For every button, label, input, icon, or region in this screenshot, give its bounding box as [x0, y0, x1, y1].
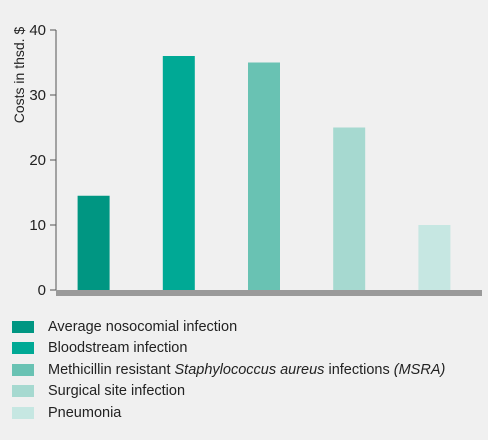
legend-swatch	[12, 342, 34, 355]
y-axis-title: Costs in thsd. $	[11, 27, 27, 124]
legend-label: Bloodstream infection	[48, 340, 188, 357]
bar-3	[248, 62, 280, 290]
bar-1	[77, 195, 110, 290]
legend-item: Bloodstream infection	[12, 338, 445, 360]
legend-swatch	[12, 320, 34, 333]
legend-item: Average nosocomial infection	[12, 316, 445, 338]
y-axis-ticks: 0 10 20 30 40	[29, 22, 56, 299]
legend-swatch	[12, 363, 34, 376]
y-tick-label: 20	[29, 152, 46, 169]
bar-chart: 0 10 20 30 40 Costs in thsd. $	[11, 22, 482, 299]
legend-item: Methicillin resistant Staphylococcus aur…	[12, 359, 445, 381]
legend-label: Surgical site infection	[48, 383, 186, 400]
bars	[77, 56, 451, 290]
y-tick-label: 10	[29, 217, 46, 234]
legend-item: Pneumonia	[12, 402, 445, 424]
bar-2	[162, 56, 195, 290]
x-axis-band	[56, 290, 482, 296]
legend-swatch	[12, 385, 34, 398]
y-tick-label: 0	[38, 282, 46, 299]
bar-5	[418, 225, 451, 290]
legend-label: Average nosocomial infection	[48, 318, 238, 335]
legend-label: Pneumonia	[48, 404, 122, 421]
y-tick-label: 40	[29, 22, 46, 39]
legend: Average nosocomial infection Bloodstream …	[12, 316, 445, 424]
y-tick-label: 30	[29, 87, 46, 104]
legend-item: Surgical site infection	[12, 381, 445, 403]
legend-label: Methicillin resistant Staphylococcus aur…	[48, 361, 446, 378]
bar-4	[333, 127, 366, 290]
legend-swatch	[12, 406, 34, 419]
